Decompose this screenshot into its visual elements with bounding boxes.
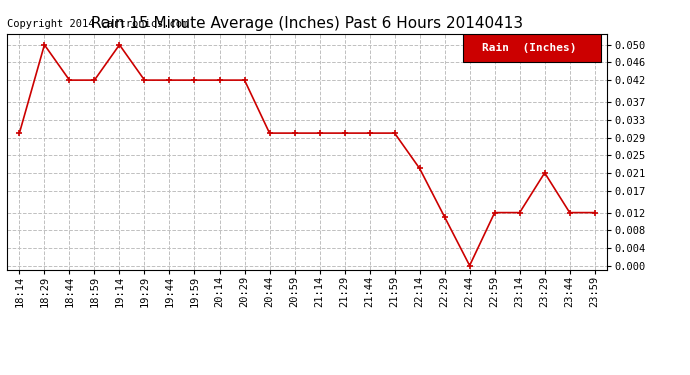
Text: Copyright 2014 Cartronics.com: Copyright 2014 Cartronics.com <box>7 19 188 29</box>
Text: Rain  (Inches): Rain (Inches) <box>482 43 576 53</box>
FancyBboxPatch shape <box>463 34 601 62</box>
Title: Rain 15 Minute Average (Inches) Past 6 Hours 20140413: Rain 15 Minute Average (Inches) Past 6 H… <box>91 16 523 31</box>
